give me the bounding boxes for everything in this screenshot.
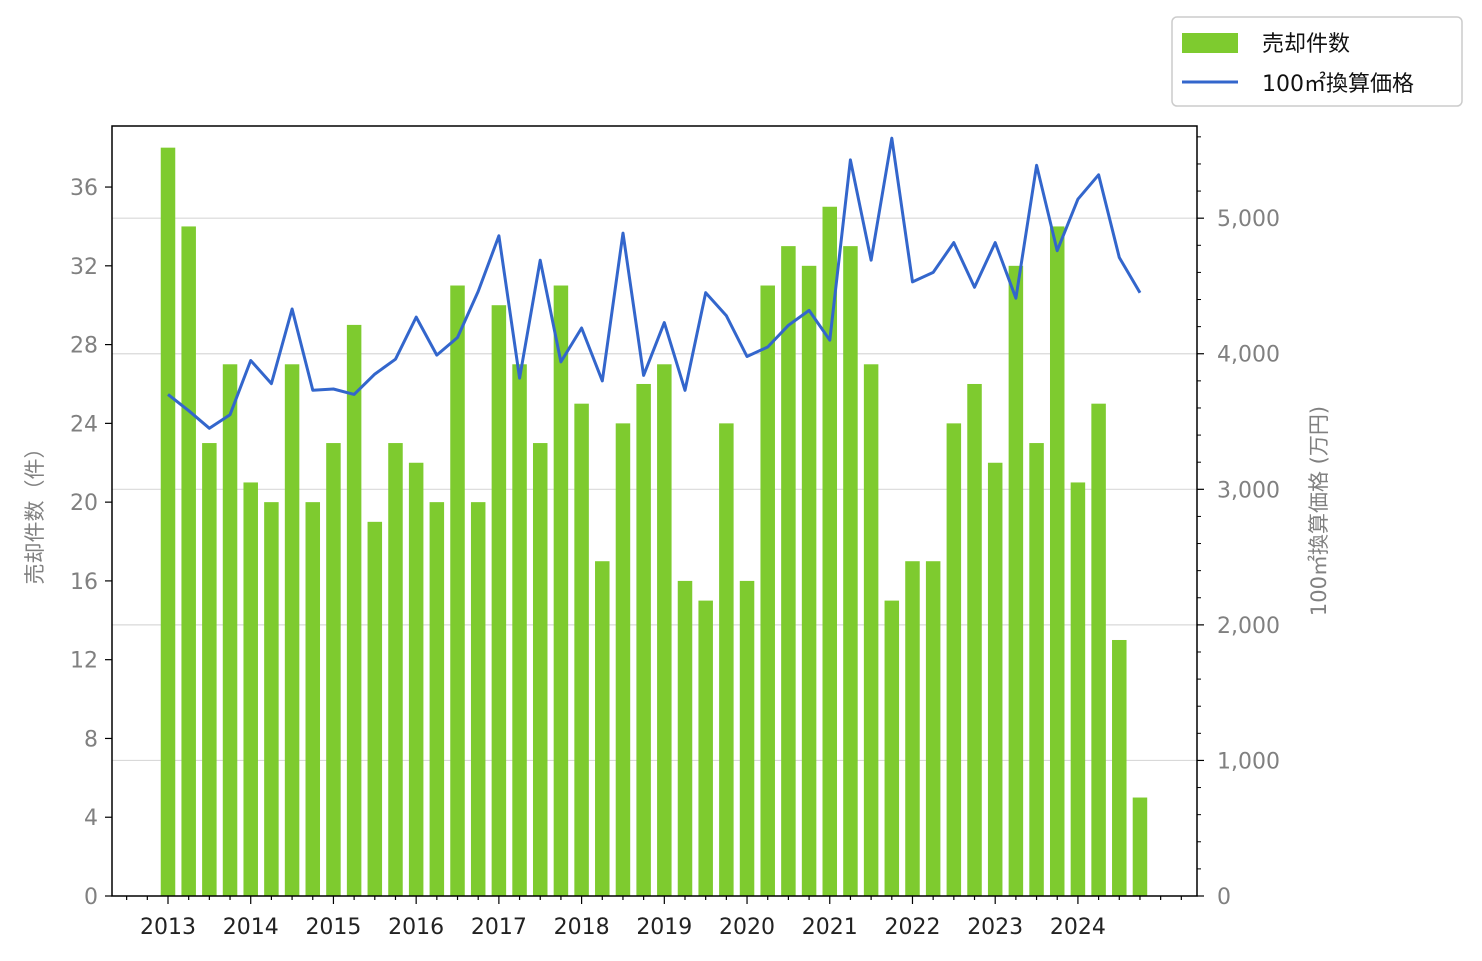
legend: 売却件数 100㎡換算価格 [1171, 16, 1463, 107]
bar [305, 502, 321, 896]
bar [1112, 639, 1127, 896]
bar [615, 423, 631, 896]
bar [946, 423, 962, 896]
bar [284, 364, 300, 896]
bar [243, 482, 258, 896]
legend-frame [1171, 16, 1463, 107]
tick-labels: 0481216202428323601,0002,0003,0004,0005,… [70, 176, 1280, 940]
y-tick-label-right: 4,000 [1217, 343, 1280, 368]
y-tick-label-left: 36 [70, 176, 98, 201]
bar-series-sales-count [160, 147, 1148, 897]
bar [1049, 226, 1065, 896]
bar [863, 364, 879, 896]
bar [512, 364, 527, 896]
bar [202, 443, 217, 896]
bar [636, 383, 651, 896]
bar [843, 246, 858, 897]
bar [719, 423, 734, 896]
y-tick-label-right: 2,000 [1217, 614, 1280, 639]
bar [781, 246, 796, 897]
axis-ticks [105, 136, 1204, 904]
bar [1132, 797, 1148, 896]
bar [264, 502, 279, 896]
bar [160, 147, 176, 896]
x-tick-label: 2023 [967, 915, 1023, 940]
x-tick-label: 2016 [388, 915, 444, 940]
bar [181, 226, 196, 896]
y-tick-label-left: 28 [70, 334, 98, 359]
y-tick-label-left: 8 [84, 727, 98, 752]
y-tick-label-left: 4 [84, 806, 98, 831]
bar [905, 561, 920, 896]
bar [346, 324, 362, 896]
x-tick-label: 2018 [554, 915, 610, 940]
bar [677, 580, 693, 896]
bar [470, 502, 486, 896]
bar [574, 403, 589, 896]
y-tick-label-right: 3,000 [1217, 478, 1280, 503]
bar [801, 265, 817, 896]
bar [326, 443, 341, 896]
bar [367, 521, 383, 896]
y-tick-label-left: 32 [70, 255, 98, 280]
x-tick-label: 2022 [884, 915, 940, 940]
y-tick-label-right: 5,000 [1217, 207, 1280, 232]
x-tick-label: 2013 [140, 915, 196, 940]
price-line [167, 136, 1142, 430]
bar [1029, 443, 1044, 896]
bar [698, 600, 713, 896]
legend-swatch-bar [1182, 33, 1238, 53]
line-series-price [167, 136, 1142, 430]
bar [1070, 482, 1086, 896]
bar [822, 206, 838, 896]
bar [595, 561, 610, 896]
x-tick-label: 2021 [802, 915, 858, 940]
bar [739, 580, 755, 896]
x-tick-label: 2015 [305, 915, 361, 940]
x-tick-label: 2017 [471, 915, 527, 940]
x-tick-label: 2020 [719, 915, 775, 940]
bar [760, 285, 775, 897]
bar [967, 383, 982, 896]
y-tick-label-left: 20 [70, 491, 98, 516]
plot-frame [111, 125, 1198, 897]
y-tick-label-left: 16 [70, 570, 98, 595]
bar [429, 502, 445, 896]
bar [491, 305, 507, 896]
bar [222, 364, 238, 896]
bar [450, 285, 465, 897]
bar [553, 285, 569, 897]
y-tick-label-right: 0 [1217, 885, 1231, 910]
y-tick-label-left: 0 [84, 885, 98, 910]
legend-label-line: 100㎡換算価格 [1262, 71, 1414, 97]
y-axis-title-right: 100㎡換算価格 (万円) [1307, 406, 1331, 616]
bar [1008, 265, 1024, 896]
bar [532, 443, 548, 896]
bar [987, 462, 1003, 896]
y-tick-label-right: 1,000 [1217, 749, 1280, 774]
bar [884, 600, 900, 896]
x-tick-label: 2014 [223, 915, 279, 940]
legend-label-bar: 売却件数 [1262, 32, 1350, 57]
bar [388, 443, 403, 896]
bar [657, 364, 672, 896]
x-tick-label: 2019 [636, 915, 692, 940]
bar [925, 561, 941, 896]
y-tick-label-left: 12 [70, 649, 98, 674]
y-axis-title-left: 売却件数（件） [23, 438, 47, 585]
bar [408, 462, 424, 896]
bar [1091, 403, 1106, 896]
x-tick-label: 2024 [1050, 915, 1106, 940]
y-tick-label-left: 24 [70, 412, 98, 437]
